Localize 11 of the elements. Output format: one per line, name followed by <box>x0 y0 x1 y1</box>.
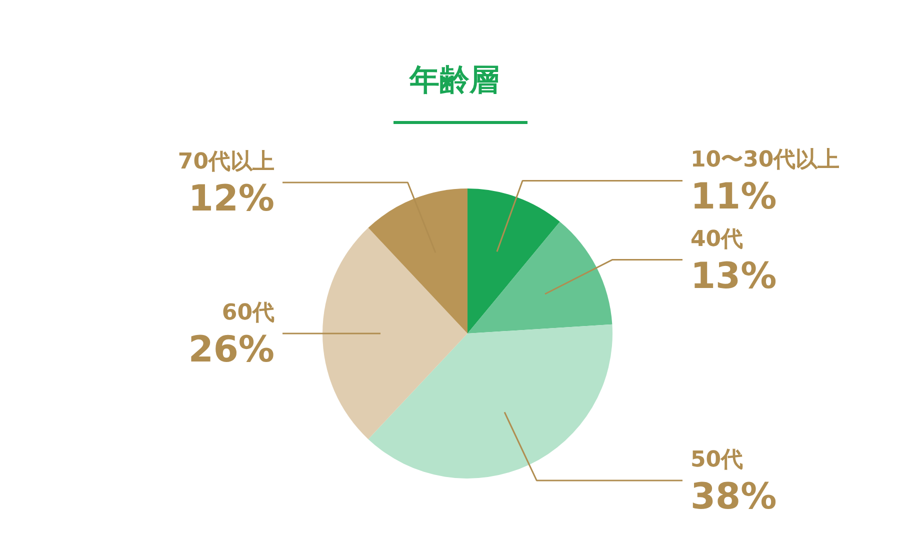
data-label: 11% <box>690 176 777 218</box>
data-label: 38% <box>690 476 777 518</box>
data-label: 13% <box>690 256 777 297</box>
slice-label: 40代 <box>690 226 744 252</box>
slice-label: 60代 <box>222 300 275 326</box>
data-label: 12% <box>188 178 275 220</box>
chart-title: 年齢層 <box>408 63 500 98</box>
slice-label: 70代以上 <box>178 150 275 175</box>
slice-label: 10〜30代以上 <box>690 148 840 173</box>
slice-label: 50代 <box>690 447 744 472</box>
data-label: 26% <box>188 330 275 370</box>
